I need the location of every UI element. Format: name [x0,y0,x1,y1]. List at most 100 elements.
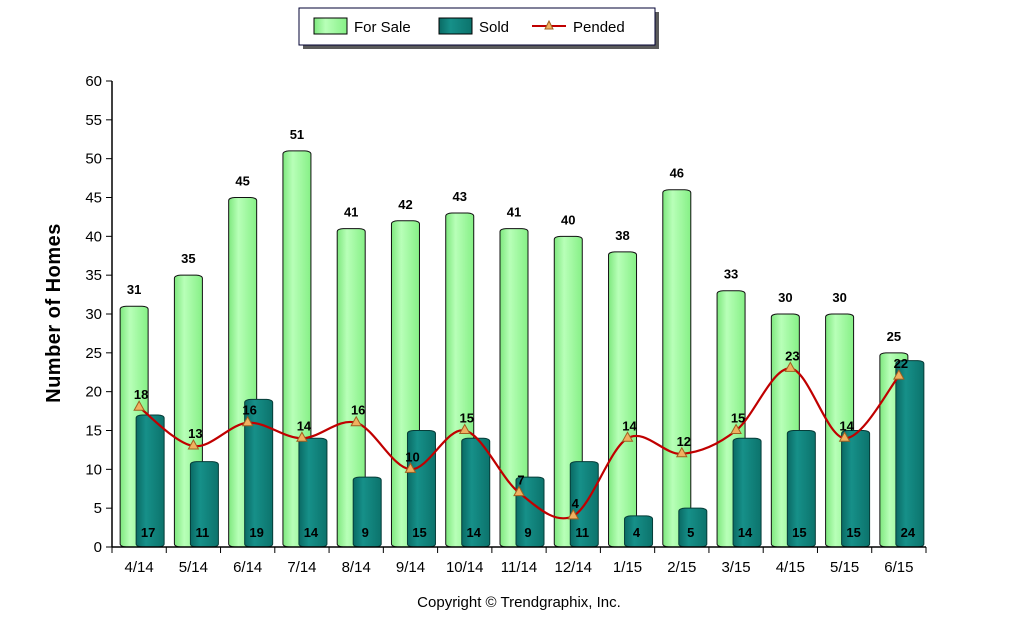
bar-for-sale [662,189,692,548]
x-tick-label: 6/15 [884,559,913,576]
x-tick-label: 10/14 [446,559,484,576]
pended-value-label: 23 [785,348,799,363]
sold-value-label: 14 [466,525,481,540]
x-tick-label: 7/14 [287,559,316,576]
sold-value-label: 11 [196,525,210,540]
pended-marker [730,423,742,434]
x-tick-label: 2/15 [667,559,696,576]
for-sale-value-label: 41 [344,205,358,220]
legend-label-pended: Pended [573,19,625,36]
legend-label-for-sale: For Sale [354,19,411,36]
x-tick-label: 5/15 [830,559,859,576]
pended-value-label: 14 [622,418,637,433]
for-sale-value-label: 43 [452,189,466,204]
legend-box [298,7,656,46]
y-tick-label: 20 [85,384,102,401]
sold-value-label: 11 [575,525,589,540]
sold-value-label: 15 [846,525,860,540]
sold-value-label: 14 [738,525,753,540]
y-tick-label: 40 [85,228,102,245]
sold-value-label: 19 [249,525,263,540]
pended-value-label: 18 [134,387,148,402]
sold-value-label: 15 [792,525,806,540]
x-tick-label: 1/15 [613,559,642,576]
pended-value-label: 15 [731,411,745,426]
bar-for-sale [608,251,638,548]
pended-value-label: 14 [297,418,312,433]
pended-marker [621,431,634,442]
for-sale-value-label: 30 [778,290,792,305]
y-tick-label: 10 [85,461,102,478]
pended-marker [350,415,363,427]
pended-marker [404,462,417,473]
for-sale-value-label: 51 [290,127,304,142]
pended-value-label: 16 [351,403,365,418]
y-tick-label: 30 [85,306,102,323]
x-tick-label: 6/14 [233,559,262,576]
sold-value-label: 9 [362,525,369,540]
pended-value-label: 10 [405,449,419,464]
pended-value-label: 16 [242,403,256,418]
x-tick-label: 5/14 [179,559,208,576]
x-axis: 4/14 5/14 6/14 7/14 8/14 9/14 10/14 11/14 12/14 1… [111,546,927,576]
for-sale-value-label: 31 [127,282,141,297]
y-tick-label: 15 [85,423,102,440]
y-tick-label: 5 [94,500,102,517]
pended-series [133,361,905,520]
for-sale-value-label: 45 [235,174,249,189]
sold-value-label: 9 [524,525,531,540]
pended-value-label: 15 [459,411,473,426]
bar-sold [895,360,925,548]
pended-value-label: 14 [839,418,854,433]
y-tick-label: 50 [85,151,102,168]
x-tick-label: 12/14 [554,559,592,576]
sold-value-label: 4 [633,525,641,540]
x-tick-label: 4/15 [776,559,805,576]
copyright-text: Copyright © Trendgraphix, Inc. [417,594,621,611]
y-axis: 0 5 10 15 20 25 30 35 40 45 50 55 60 [85,73,113,556]
sold-value-label: 24 [901,525,916,540]
for-sale-value-label: 41 [507,205,521,220]
y-tick-label: 45 [85,190,102,207]
x-tick-label: 3/15 [721,559,750,576]
pended-value-label: 7 [517,473,524,488]
pended-value-label: 12 [677,434,691,449]
pended-marker [513,485,525,497]
pended-marker [241,415,254,427]
data-labels: 3117183511134519165114144191642151043141… [127,127,916,540]
legend-label-sold: Sold [479,19,509,36]
x-tick-label: 4/14 [125,559,154,576]
y-tick-label: 25 [85,345,102,362]
sold-value-label: 15 [412,525,426,540]
pended-marker [187,439,200,450]
for-sale-value-label: 38 [615,228,629,243]
pended-value-label: 4 [572,496,580,511]
x-tick-label: 8/14 [342,559,371,576]
pended-value-label: 22 [894,356,908,371]
for-sale-value-label: 42 [398,197,412,212]
legend-swatch-sold [438,17,473,35]
y-axis-title: Number of Homes [43,223,65,403]
sold-value-label: 5 [687,525,694,540]
pended-marker [893,369,905,380]
for-sale-value-label: 25 [887,329,901,344]
pended-marker [133,400,145,411]
y-tick-label: 55 [85,112,102,129]
for-sale-value-label: 35 [181,251,195,266]
y-tick-label: 60 [85,73,102,90]
pended-value-label: 13 [188,426,202,441]
pended-marker [296,431,308,442]
bars [119,150,925,548]
for-sale-value-label: 33 [724,267,738,282]
legend-marker-pended [544,19,554,30]
sold-value-label: 17 [141,525,155,540]
for-sale-value-label: 30 [832,290,846,305]
y-tick-label: 35 [85,267,102,284]
sold-value-label: 14 [304,525,319,540]
x-tick-label: 9/14 [396,559,425,576]
pended-marker [567,508,580,520]
for-sale-value-label: 40 [561,212,575,227]
pended-marker [784,361,797,372]
pended-marker [838,431,851,442]
